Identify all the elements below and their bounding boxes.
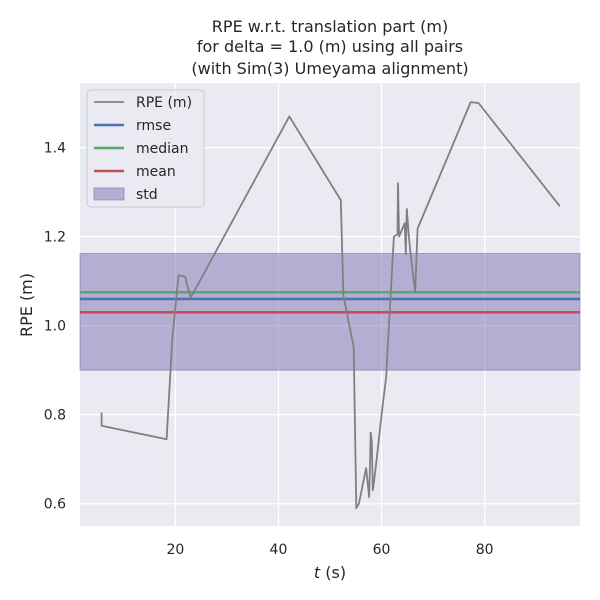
legend-label-rmse: rmse <box>136 118 171 134</box>
y-tick-labels: 0.6 0.8 1.0 1.2 1.4 <box>44 141 66 513</box>
x-tick-label-60: 60 <box>373 542 391 558</box>
y-tick-label-1.2: 1.2 <box>44 230 66 246</box>
y-tick-label-0.6: 0.6 <box>44 497 66 513</box>
x-axis-label-unit: (s) <box>320 563 346 582</box>
x-tick-labels: 20 40 60 80 <box>166 542 493 558</box>
x-tick-label-40: 40 <box>270 542 288 558</box>
legend: RPE (m) rmse median mean std <box>86 89 205 208</box>
legend-box <box>86 89 205 208</box>
title-line-2: for delta = 1.0 (m) using all pairs <box>197 37 463 56</box>
y-tick-label-0.8: 0.8 <box>44 408 66 424</box>
legend-label-mean: mean <box>136 164 176 180</box>
x-axis-label-italic: t <box>314 563 321 582</box>
y-axis-label: RPE (m) <box>17 273 36 337</box>
rpe-series-line <box>100 101 561 510</box>
legend-label-std: std <box>136 187 158 203</box>
x-axis-label: t (s) <box>314 563 346 582</box>
legend-label-rpe-m: RPE (m) <box>136 95 192 111</box>
legend-swatch-std <box>93 187 125 201</box>
stat-lines-layer <box>80 290 580 314</box>
chart-title: RPE w.r.t. translation part (m) for delt… <box>191 17 468 78</box>
x-tick-label-20: 20 <box>166 542 184 558</box>
title-line-3: (with Sim(3) Umeyama alignment) <box>191 59 468 78</box>
legend-label-median: median <box>136 141 188 157</box>
series-layer <box>100 101 561 510</box>
y-tick-label-1.0: 1.0 <box>44 319 66 335</box>
x-tick-label-80: 80 <box>476 542 494 558</box>
y-tick-label-1.4: 1.4 <box>44 141 66 157</box>
title-line-1: RPE w.r.t. translation part (m) <box>212 17 448 36</box>
